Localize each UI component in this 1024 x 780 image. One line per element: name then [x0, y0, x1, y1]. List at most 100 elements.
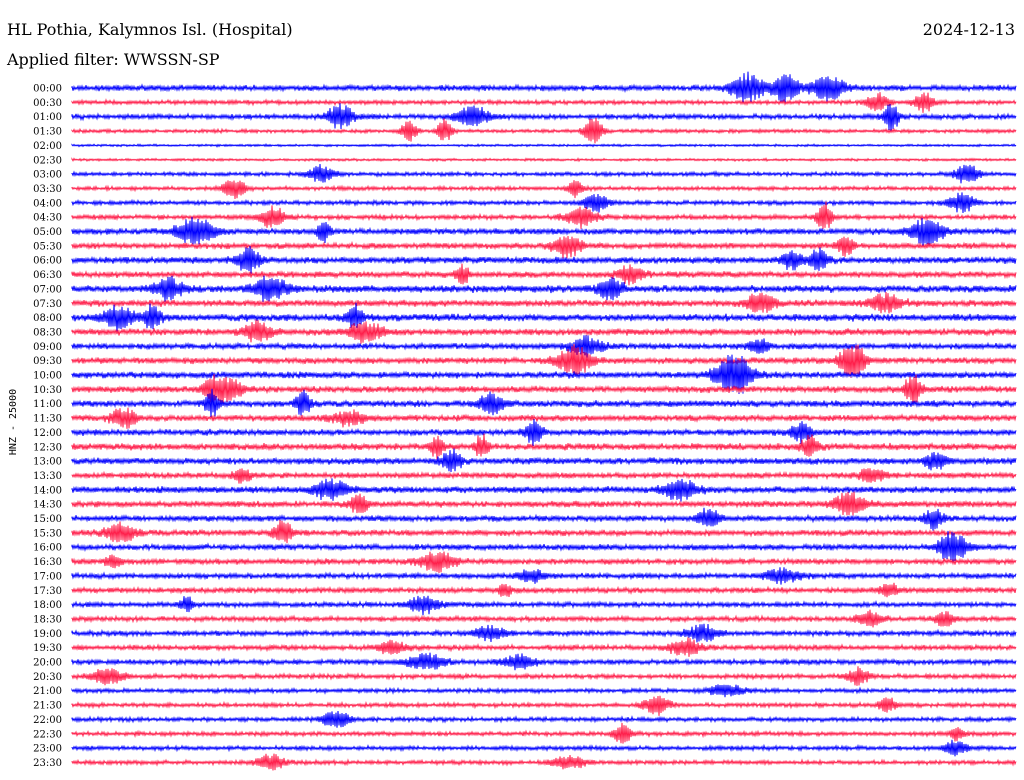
trace-line	[71, 684, 1017, 698]
time-label: 09:30	[33, 356, 62, 367]
channel-label: HNZ - 25000	[8, 389, 19, 455]
time-label: 02:30	[33, 155, 62, 166]
time-label: 17:30	[33, 586, 62, 597]
traces	[71, 71, 1017, 771]
time-label: 17:00	[33, 571, 62, 582]
trace-line	[71, 291, 1017, 314]
time-label: 10:00	[33, 371, 62, 382]
trace-line	[71, 344, 1017, 379]
trace-line	[71, 567, 1017, 585]
time-label: 23:30	[33, 758, 62, 769]
trace-line	[71, 530, 1017, 563]
trace-line	[71, 117, 1017, 144]
trace-line	[71, 263, 1017, 286]
trace-line	[71, 551, 1017, 574]
trace-line	[71, 103, 1017, 133]
trace-line	[71, 623, 1017, 643]
trace-line	[71, 192, 1017, 214]
time-label: 13:00	[33, 457, 62, 468]
time-label: 07:30	[33, 299, 62, 310]
time-label: 21:30	[33, 701, 62, 712]
time-label: 14:30	[33, 500, 62, 511]
trace-line	[71, 478, 1017, 502]
time-label: 09:00	[33, 342, 62, 353]
trace-line	[71, 374, 1017, 407]
time-label: 03:00	[33, 170, 62, 181]
time-label: 11:30	[33, 414, 62, 425]
trace-line	[71, 92, 1017, 113]
trace-line	[71, 302, 1017, 333]
time-label: 12:30	[33, 442, 62, 453]
trace-line	[71, 710, 1017, 728]
time-label: 13:30	[33, 471, 62, 482]
time-label: 08:30	[33, 327, 62, 338]
time-label: 11:00	[33, 399, 62, 410]
trace-line	[71, 143, 1017, 148]
time-label: 15:30	[33, 528, 62, 539]
trace-line	[71, 491, 1017, 516]
trace-line	[71, 666, 1017, 686]
filter-name: WWSSN-SP	[123, 50, 220, 69]
trace-line	[71, 335, 1017, 358]
time-label: 03:30	[33, 184, 62, 195]
time-label: 05:30	[33, 241, 62, 252]
station-title: HL Pothia, Kalymnos Isl. (Hospital)	[7, 20, 293, 39]
trace-line	[71, 609, 1017, 628]
time-label: 19:30	[33, 643, 62, 654]
time-label: 01:30	[33, 127, 62, 138]
trace-line	[71, 507, 1017, 531]
trace-line	[71, 235, 1017, 259]
time-label: 14:00	[33, 485, 62, 496]
time-tick-labels: 00:00 00:30 01:00 01:30 02:00 02:30 03:00 03:30…	[33, 84, 62, 769]
time-label: 01:00	[33, 112, 62, 123]
trace-line	[71, 275, 1017, 302]
trace-line	[71, 201, 1017, 229]
filter-prefix: Applied filter:	[7, 50, 119, 69]
time-label: 23:00	[33, 744, 62, 755]
time-label: 05:00	[33, 227, 62, 238]
trace-line	[71, 163, 1017, 184]
trace-line	[71, 652, 1017, 671]
time-label: 22:30	[33, 729, 62, 740]
trace-line	[71, 582, 1017, 598]
trace-line	[71, 695, 1017, 716]
trace-line	[71, 319, 1017, 344]
trace-line	[71, 71, 1017, 103]
time-label: 02:00	[33, 141, 62, 152]
time-label: 04:30	[33, 213, 62, 224]
date-label: 2024-12-13	[922, 20, 1015, 39]
trace-line	[71, 433, 1017, 460]
time-label: 16:30	[33, 557, 62, 568]
time-label: 22:00	[33, 715, 62, 726]
time-label: 20:00	[33, 658, 62, 669]
trace-line	[71, 468, 1017, 484]
trace-line	[71, 448, 1017, 473]
time-label: 20:30	[33, 672, 62, 683]
time-label: 18:00	[33, 600, 62, 611]
time-label: 19:00	[33, 629, 62, 640]
time-label: 08:00	[33, 313, 62, 324]
filter-line: Applied filter: WWSSN-SP	[7, 51, 220, 69]
time-label: 06:30	[33, 270, 62, 281]
trace-line	[71, 519, 1017, 544]
time-label: 12:00	[33, 428, 62, 439]
trace-line	[71, 354, 1017, 395]
trace-line	[71, 722, 1017, 744]
trace-line	[71, 216, 1017, 247]
time-label: 16:00	[33, 543, 62, 554]
time-label: 00:00	[33, 84, 62, 95]
trace-line	[71, 753, 1017, 771]
time-label: 15:00	[33, 514, 62, 525]
time-label: 07:00	[33, 284, 62, 295]
trace-line	[71, 739, 1017, 757]
time-label: 18:30	[33, 614, 62, 625]
trace-line	[71, 180, 1017, 200]
time-label: 10:30	[33, 385, 62, 396]
time-label: 00:30	[33, 98, 62, 109]
trace-line	[71, 157, 1017, 163]
trace-line	[71, 419, 1017, 447]
trace-line	[71, 407, 1017, 429]
trace-line	[71, 245, 1017, 274]
time-label: 06:00	[33, 256, 62, 267]
